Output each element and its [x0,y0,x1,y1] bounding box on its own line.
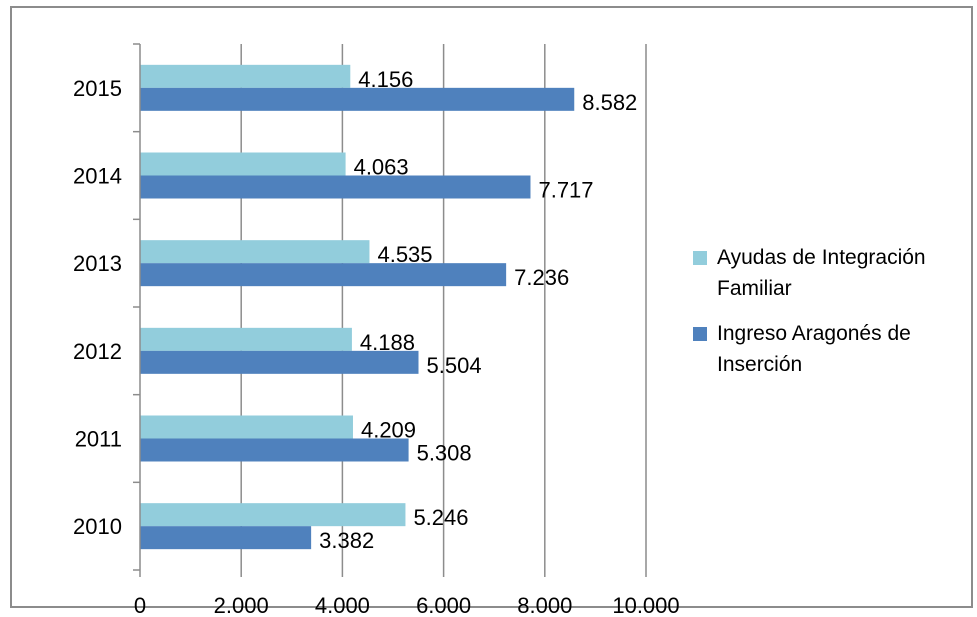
category-label-2014: 2014 [73,164,122,189]
data-label-ingreso-2011: 5.308 [417,441,472,466]
legend-swatch-ingreso [693,327,707,341]
bar-ingreso-2015 [140,87,575,111]
data-label-ayudas-2015: 4.156 [358,67,413,92]
legend: Ayudas de Integración Familiar Ingreso A… [693,242,977,394]
bar-ingreso-2014 [140,175,531,199]
bar-ingreso-2010 [140,526,312,550]
bar-ingreso-2013 [140,263,507,287]
x-tick-label: 4.000 [315,593,370,617]
x-tick-label: 10.000 [612,593,679,617]
bar-ingreso-2011 [140,438,409,462]
bar-ayudas-2010 [140,503,406,527]
legend-swatch-ayudas [693,251,707,265]
data-label-ingreso-2012: 5.504 [427,353,482,378]
bars [140,64,575,550]
legend-item-ayudas: Ayudas de Integración Familiar [693,242,977,304]
data-label-ingreso-2013: 7.236 [514,265,569,290]
data-label-ayudas-2011: 4.209 [361,418,416,443]
axes [133,43,647,577]
legend-item-ingreso: Ingreso Aragonés de Inserción [693,318,977,380]
category-label-2010: 2010 [73,514,122,539]
data-label-ayudas-2010: 5.246 [413,505,468,530]
labels: 0 2.000 4.000 6.000 8.000 10.000 2010 5.246 3.38… [73,67,680,617]
data-label-ayudas-2012: 4.188 [360,330,415,355]
data-label-ingreso-2015: 8.582 [582,90,637,115]
legend-label-ayudas: Ayudas de Integración Familiar [717,246,926,300]
category-label-2011: 2011 [75,427,122,452]
bar-ayudas-2015 [140,64,351,88]
x-tick-label: 2.000 [214,593,269,617]
x-tick-label: 0 [134,593,146,617]
data-label-ingreso-2010: 3.382 [319,528,374,553]
bar-ayudas-2012 [140,327,352,351]
category-label-2012: 2012 [73,339,122,364]
x-tick-label: 6.000 [416,593,471,617]
bar-ayudas-2014 [140,152,346,176]
data-label-ingreso-2014: 7.717 [538,178,593,203]
category-label-2015: 2015 [73,76,122,101]
data-label-ayudas-2013: 4.535 [377,242,432,267]
data-label-ayudas-2014: 4.063 [354,155,409,180]
bar-ayudas-2013 [140,240,370,264]
legend-label-ingreso: Ingreso Aragonés de Inserción [717,322,911,376]
bar-ingreso-2012 [140,350,419,374]
bar-ayudas-2011 [140,415,353,439]
category-label-2013: 2013 [73,251,122,276]
x-tick-label: 8.000 [517,593,572,617]
gridlines [240,44,647,570]
